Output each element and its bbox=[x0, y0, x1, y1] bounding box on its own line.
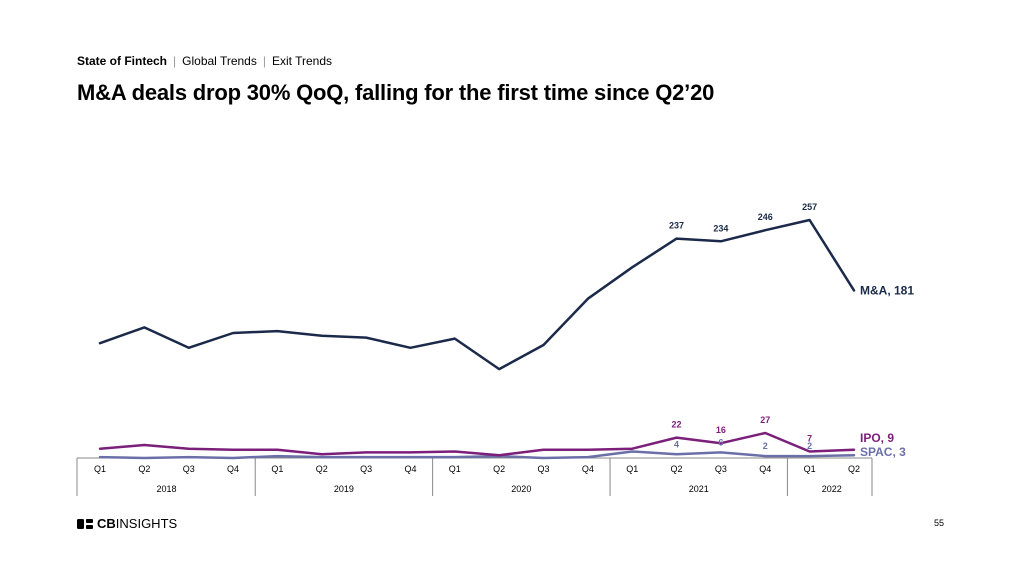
cb-insights-logo-icon bbox=[77, 518, 93, 529]
data-label-ma: 237 bbox=[669, 221, 684, 231]
data-label-spac: 2 bbox=[763, 441, 768, 451]
x-tick-label: Q4 bbox=[227, 464, 239, 474]
x-tick-label: Q1 bbox=[271, 464, 283, 474]
data-label-ipo: 7 bbox=[807, 434, 812, 444]
data-label-spac: 4 bbox=[674, 439, 679, 449]
x-tick-label: Q4 bbox=[582, 464, 594, 474]
year-group-label: 2019 bbox=[334, 484, 354, 494]
data-label-ma: 246 bbox=[758, 212, 773, 222]
cb-insights-logo-text: CBINSIGHTS bbox=[97, 516, 178, 531]
data-label-spac: 2 bbox=[807, 441, 812, 451]
year-group-label: 2018 bbox=[157, 484, 177, 494]
series-end-label-ipo: IPO, 9 bbox=[860, 431, 894, 445]
x-tick-label: Q3 bbox=[360, 464, 372, 474]
series-end-label-spac: SPAC, 3 bbox=[860, 445, 906, 459]
x-tick-label: Q1 bbox=[804, 464, 816, 474]
x-tick-label: Q2 bbox=[316, 464, 328, 474]
year-group-label: 2021 bbox=[689, 484, 709, 494]
x-tick-label: Q1 bbox=[94, 464, 106, 474]
data-label-ipo: 27 bbox=[760, 415, 770, 425]
year-group-label: 2022 bbox=[822, 484, 842, 494]
year-group-label: 2020 bbox=[511, 484, 531, 494]
page-number: 55 bbox=[934, 518, 945, 528]
data-label-ma: 257 bbox=[802, 202, 817, 212]
x-tick-label: Q2 bbox=[671, 464, 683, 474]
x-tick-label: Q3 bbox=[183, 464, 195, 474]
breadcrumb-separator: | bbox=[173, 54, 177, 68]
series-line-spac bbox=[98, 450, 856, 460]
data-label-spac: 6 bbox=[718, 437, 723, 447]
breadcrumb: State of Fintech | Global Trends | Exit … bbox=[77, 54, 332, 68]
x-tick-label: Q1 bbox=[626, 464, 638, 474]
breadcrumb-item-exit-trends[interactable]: Exit Trends bbox=[271, 54, 333, 68]
x-tick-label: Q2 bbox=[848, 464, 860, 474]
x-tick-label: Q4 bbox=[759, 464, 771, 474]
x-tick-label: Q2 bbox=[493, 464, 505, 474]
series-line-ma bbox=[98, 218, 856, 371]
x-tick-label: Q4 bbox=[404, 464, 416, 474]
page-title: M&A deals drop 30% QoQ, falling for the … bbox=[77, 80, 715, 105]
data-label-ipo: 16 bbox=[716, 425, 726, 435]
breadcrumb-item-global-trends[interactable]: Global Trends bbox=[182, 54, 257, 68]
cb-insights-logo: CBINSIGHTS bbox=[77, 516, 177, 531]
breadcrumb-separator: | bbox=[262, 54, 266, 68]
series-end-label-ma: M&A, 181 bbox=[860, 283, 914, 297]
data-label-ma: 234 bbox=[713, 223, 728, 233]
breadcrumb-item-state-of-fintech[interactable]: State of Fintech bbox=[77, 54, 168, 68]
x-tick-label: Q3 bbox=[715, 464, 727, 474]
x-tick-label: Q3 bbox=[537, 464, 549, 474]
x-tick-label: Q1 bbox=[449, 464, 461, 474]
x-tick-label: Q2 bbox=[138, 464, 150, 474]
series-line-ipo bbox=[98, 431, 856, 457]
data-label-ipo: 22 bbox=[672, 420, 682, 430]
